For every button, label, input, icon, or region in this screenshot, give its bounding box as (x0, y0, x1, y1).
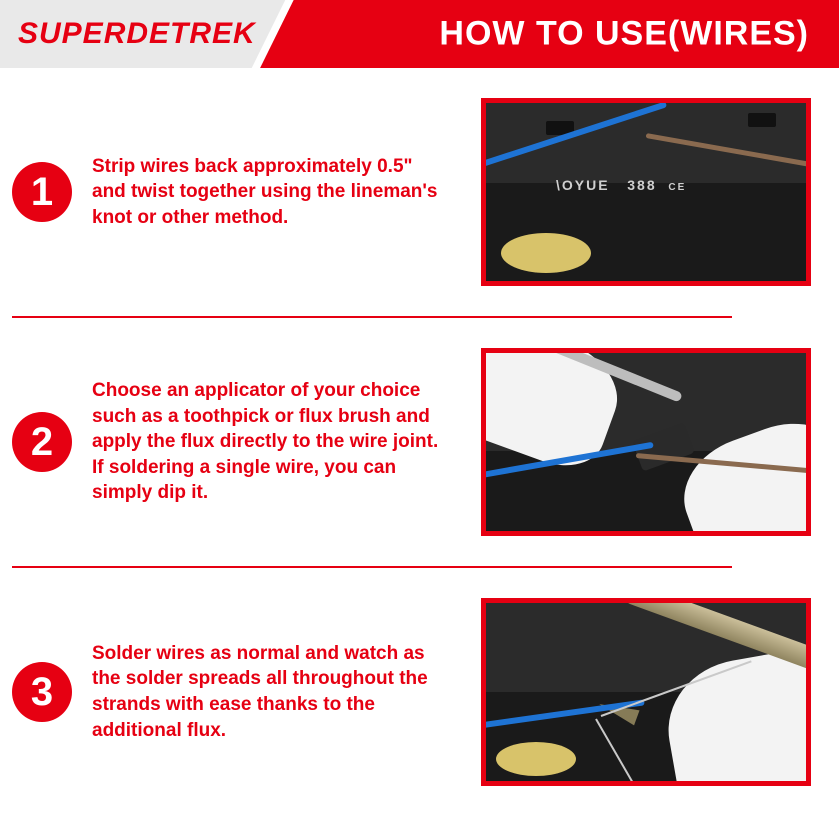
step-1-image: \OYUE 388 CE (481, 98, 811, 286)
step-1-text: Strip wires back approximately 0.5" and … (92, 154, 461, 231)
step-2-text: Choose an applicator of your choice such… (92, 378, 461, 506)
step-3-badge: 3 (12, 662, 72, 722)
step-1: 1 Strip wires back approximately 0.5" an… (0, 68, 839, 316)
step-3-image (481, 598, 811, 786)
page-title: HOW TO USE(WIRES) (439, 15, 809, 54)
brand-wordmark: SUPERDETREK (0, 17, 256, 51)
step-3: 3 Solder wires as normal and watch as th… (0, 568, 839, 816)
step-2-image (481, 348, 811, 536)
device-label: \OYUE 388 CE (556, 177, 686, 193)
step-3-text: Solder wires as normal and watch as the … (92, 641, 461, 744)
step-2: 2 Choose an applicator of your choice su… (0, 318, 839, 566)
step-1-badge: 1 (12, 162, 72, 222)
step-2-badge: 2 (12, 412, 72, 472)
header: SUPERDETREK HOW TO USE(WIRES) (0, 0, 839, 68)
steps-list: 1 Strip wires back approximately 0.5" an… (0, 68, 839, 816)
